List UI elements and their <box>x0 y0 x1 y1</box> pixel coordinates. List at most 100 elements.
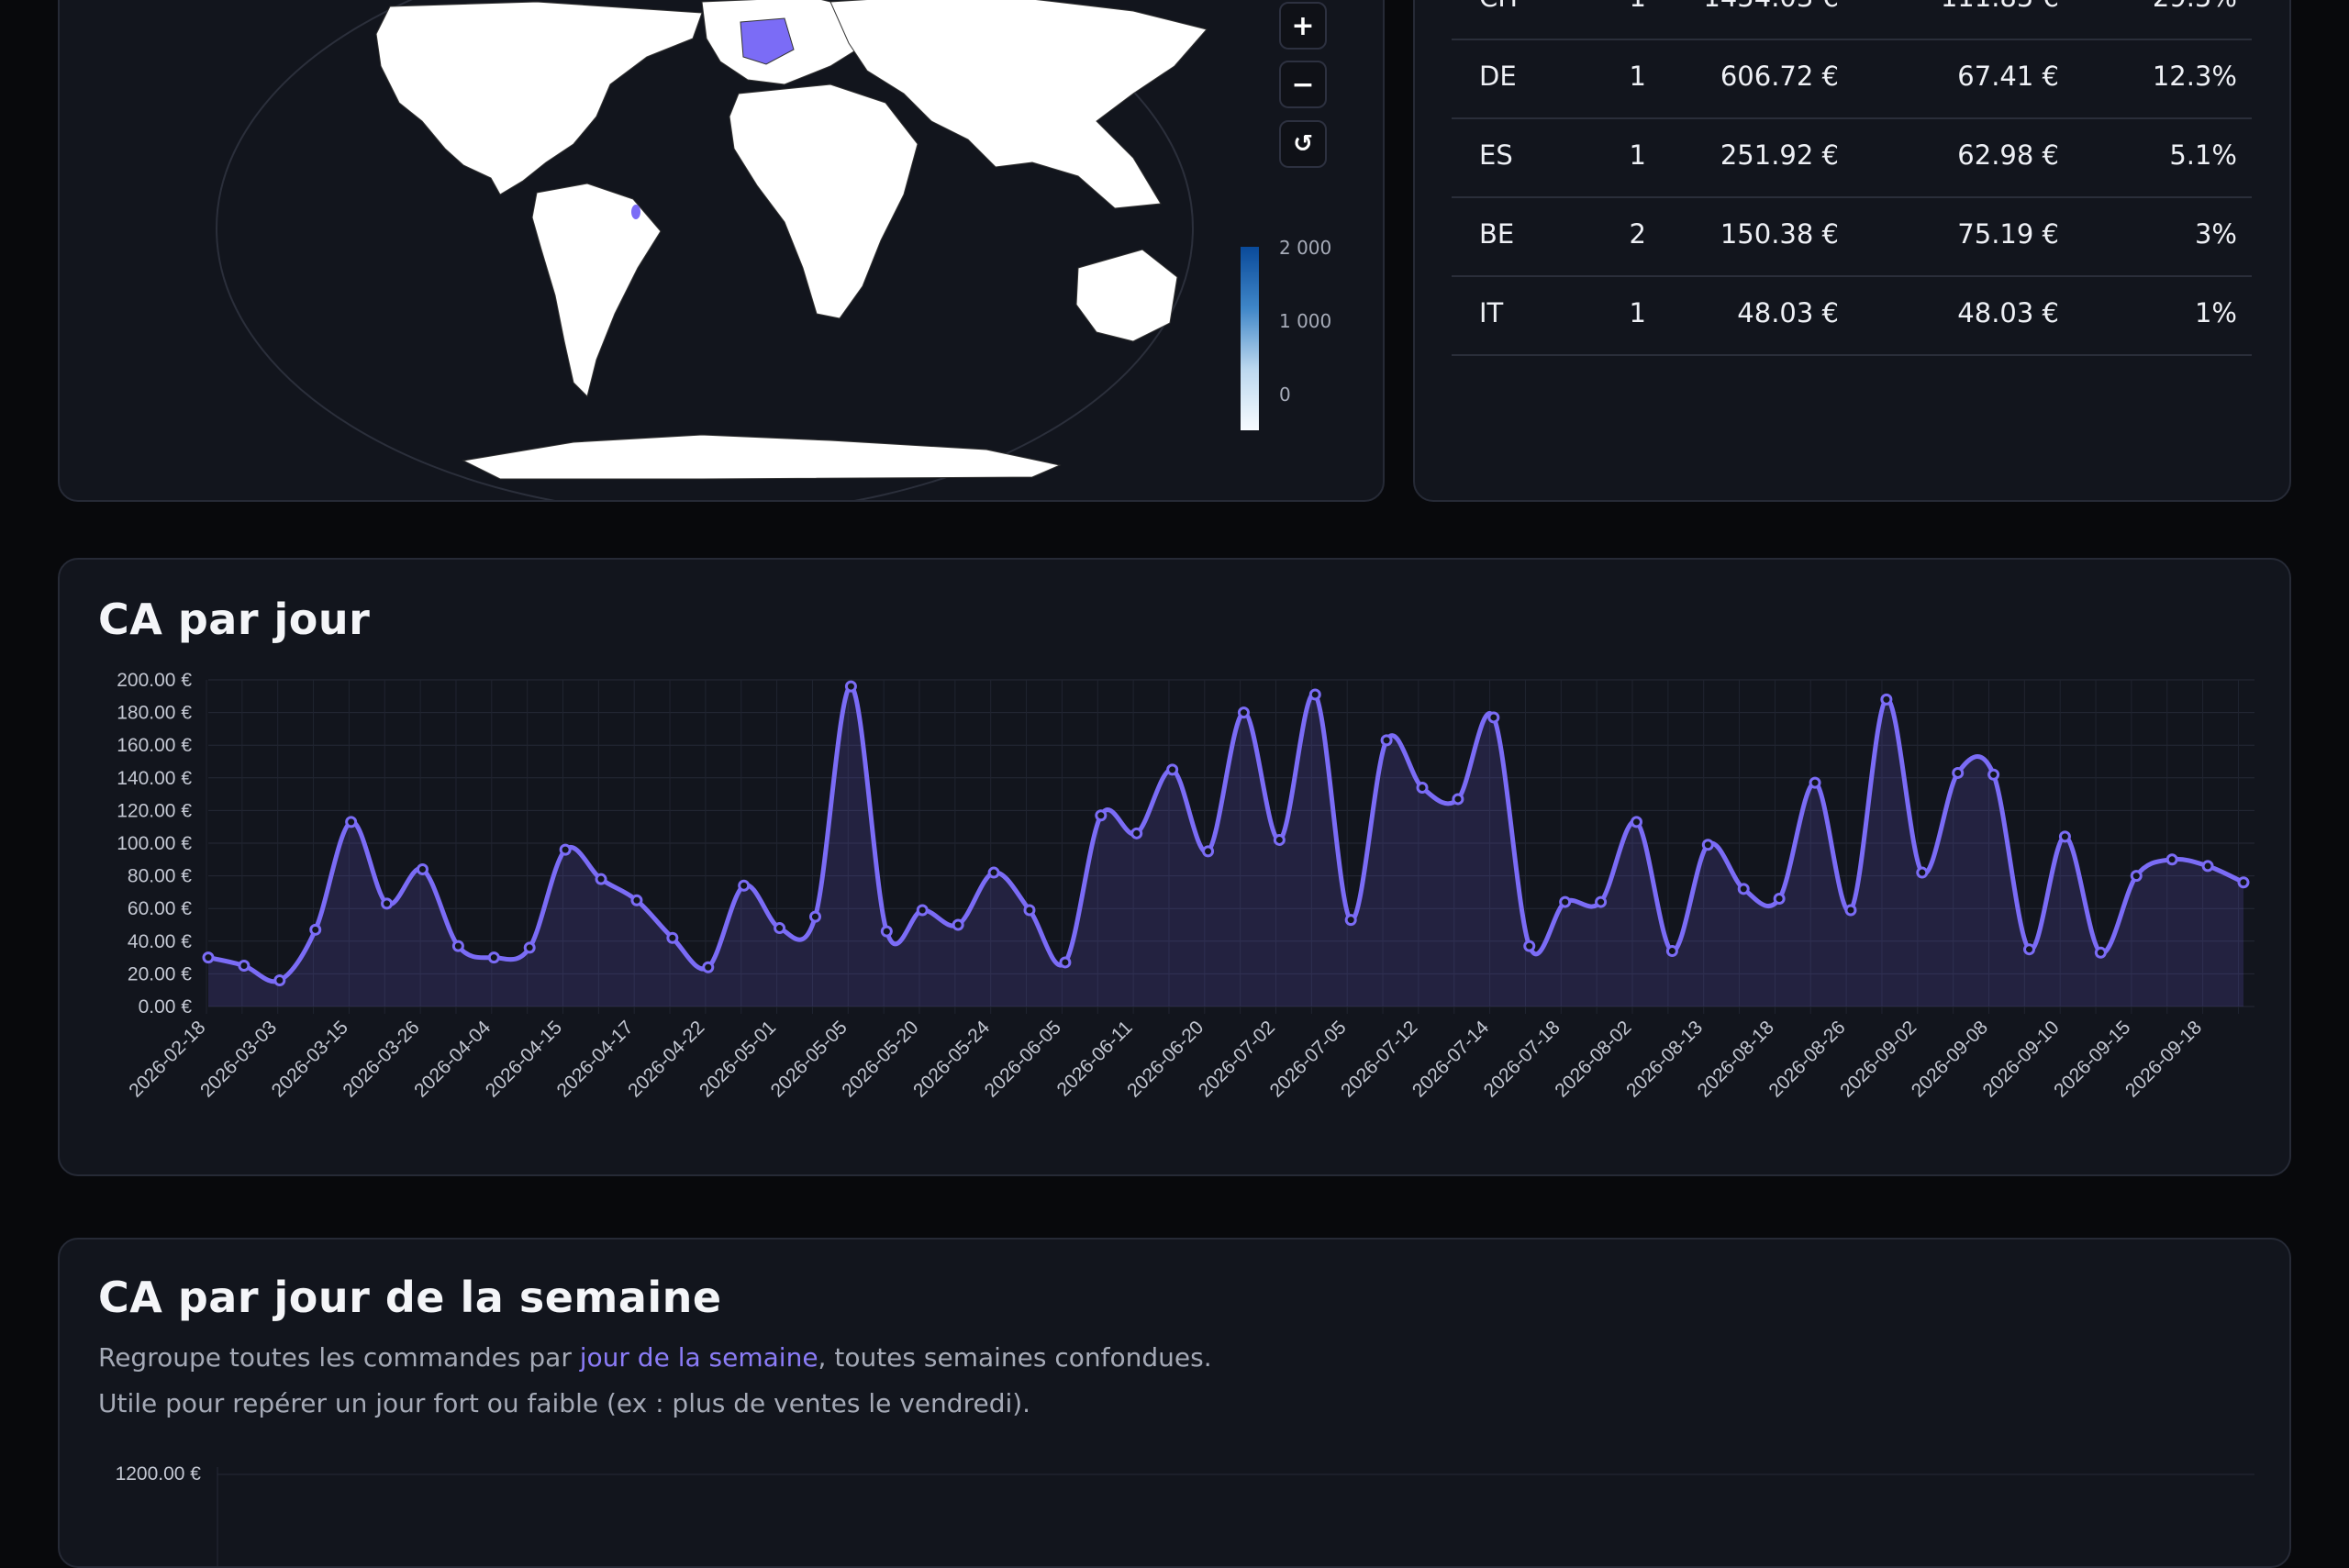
weekday-chart[interactable]: 1200.00 € <box>60 1240 2291 1568</box>
x-tick-label: 2026-08-02 <box>1551 1017 1635 1101</box>
country-row: ES 1 251.92 € 62.98 € 5.1% <box>1452 117 2252 198</box>
data-point[interactable] <box>1452 793 1464 806</box>
country-row: DE 1 606.72 € 67.41 € 12.3% <box>1452 39 2252 119</box>
x-tick-label: 2026-03-15 <box>268 1017 352 1101</box>
weekday-highlight: jour de la semaine <box>579 1342 818 1373</box>
data-point[interactable] <box>1559 895 1572 908</box>
data-point[interactable] <box>916 904 929 917</box>
country-row: BE 2 150.38 € 75.19 € 3% <box>1452 196 2252 277</box>
x-tick-label: 2026-07-12 <box>1337 1017 1421 1101</box>
x-tick-label: 2026-07-14 <box>1408 1017 1493 1101</box>
north-america-shape <box>375 1 703 195</box>
data-point[interactable] <box>630 894 643 906</box>
daily-revenue-chart[interactable]: 0.00 € 20.00 € 40.00 € 60.00 € 80.00 € 100.00… <box>60 560 2291 1176</box>
reset-zoom-button[interactable]: ↺ <box>1279 120 1327 168</box>
x-tick-label: 2026-04-04 <box>410 1017 495 1101</box>
data-point[interactable] <box>595 873 607 885</box>
data-point[interactable] <box>202 951 215 964</box>
data-point[interactable] <box>1023 904 1036 917</box>
data-point[interactable] <box>1737 883 1750 895</box>
x-tick-label: 2026-06-05 <box>981 1017 1065 1101</box>
data-point[interactable] <box>2023 943 2036 956</box>
x-tick-label: 2026-09-08 <box>1908 1017 1992 1101</box>
data-point[interactable] <box>738 879 751 892</box>
data-point[interactable] <box>309 923 322 936</box>
x-tick-label: 2026-07-05 <box>1266 1017 1351 1101</box>
data-point[interactable] <box>416 862 429 875</box>
data-point[interactable] <box>666 931 679 944</box>
data-point[interactable] <box>273 974 286 987</box>
data-point[interactable] <box>1059 956 1072 969</box>
data-point[interactable] <box>345 816 358 828</box>
data-point[interactable] <box>1987 768 2000 781</box>
country-code: DE <box>1479 61 1517 92</box>
data-point[interactable] <box>2058 830 2071 843</box>
data-point[interactable] <box>451 940 464 952</box>
order-count: 1 <box>1629 61 1646 92</box>
data-point[interactable] <box>1665 944 1678 957</box>
daily-revenue-card: CA par jour 0.00 € 20.00 € 40.00 € 60.00 € 8… <box>58 558 2291 1176</box>
data-point[interactable] <box>2165 853 2178 866</box>
data-point[interactable] <box>809 910 822 923</box>
data-point[interactable] <box>1952 766 1965 779</box>
data-point[interactable] <box>1773 893 1786 906</box>
data-point[interactable] <box>1523 940 1536 952</box>
data-point[interactable] <box>987 866 1000 879</box>
data-point[interactable] <box>1701 839 1714 851</box>
data-point[interactable] <box>2130 870 2143 883</box>
data-point[interactable] <box>880 925 893 938</box>
y-tick-label: 20.00 € <box>128 963 192 984</box>
x-tick-label: 2026-05-20 <box>838 1017 922 1101</box>
average-basket: 48.03 € <box>1957 297 2059 328</box>
revenue-share: 3% <box>2194 218 2237 250</box>
data-point[interactable] <box>487 951 500 964</box>
y-tick-label: 0.00 € <box>139 996 193 1018</box>
data-point[interactable] <box>1166 763 1179 776</box>
reset-icon: ↺ <box>1293 130 1313 158</box>
data-point[interactable] <box>238 960 250 972</box>
data-point[interactable] <box>1630 816 1642 828</box>
data-point[interactable] <box>2094 946 2107 959</box>
data-point[interactable] <box>844 680 857 693</box>
data-point[interactable] <box>559 843 572 856</box>
data-point[interactable] <box>1344 914 1357 927</box>
data-point[interactable] <box>1487 711 1500 724</box>
x-tick-label: 2026-03-26 <box>339 1017 423 1101</box>
average-basket: 111.85 € <box>1941 0 2059 13</box>
data-point[interactable] <box>1130 827 1143 840</box>
france-highlight <box>740 17 795 65</box>
average-basket: 67.41 € <box>1957 61 2059 92</box>
data-point[interactable] <box>2237 876 2250 889</box>
revenue-share: 12.3% <box>2152 61 2237 92</box>
country-table-card: CH 1 1454.03 € 111.85 € 29.5% DE 1 606.72 € 67.4… <box>1413 0 2291 502</box>
data-point[interactable] <box>1308 688 1321 701</box>
data-point[interactable] <box>1880 693 1893 706</box>
data-point[interactable] <box>1380 734 1393 747</box>
data-point[interactable] <box>1844 904 1857 917</box>
data-point[interactable] <box>1273 833 1286 846</box>
x-tick-label: 2026-07-18 <box>1480 1017 1564 1101</box>
data-point[interactable] <box>381 897 394 910</box>
data-point[interactable] <box>1916 866 1929 879</box>
australia-shape <box>1075 249 1178 342</box>
data-point[interactable] <box>2201 860 2214 873</box>
zoom-in-button[interactable]: + <box>1279 2 1327 50</box>
world-map[interactable] <box>60 0 1385 502</box>
data-point[interactable] <box>774 922 786 935</box>
zoom-out-button[interactable]: − <box>1279 61 1327 108</box>
data-point[interactable] <box>952 918 964 931</box>
data-point[interactable] <box>523 941 536 954</box>
x-tick-label: 2026-09-10 <box>1979 1017 2064 1101</box>
data-point[interactable] <box>1202 845 1215 858</box>
french-guiana-highlight <box>631 205 640 219</box>
data-point[interactable] <box>1237 706 1250 719</box>
y-tick-label: 80.00 € <box>128 866 192 887</box>
data-point[interactable] <box>1416 781 1429 794</box>
data-point[interactable] <box>1595 895 1608 908</box>
data-point[interactable] <box>702 961 715 973</box>
x-tick-label: 2026-09-15 <box>2050 1017 2134 1101</box>
legend-tick-mid: 1 000 <box>1279 310 1332 332</box>
data-point[interactable] <box>1095 809 1108 822</box>
country-code: CH <box>1479 0 1518 13</box>
data-point[interactable] <box>1809 776 1821 789</box>
